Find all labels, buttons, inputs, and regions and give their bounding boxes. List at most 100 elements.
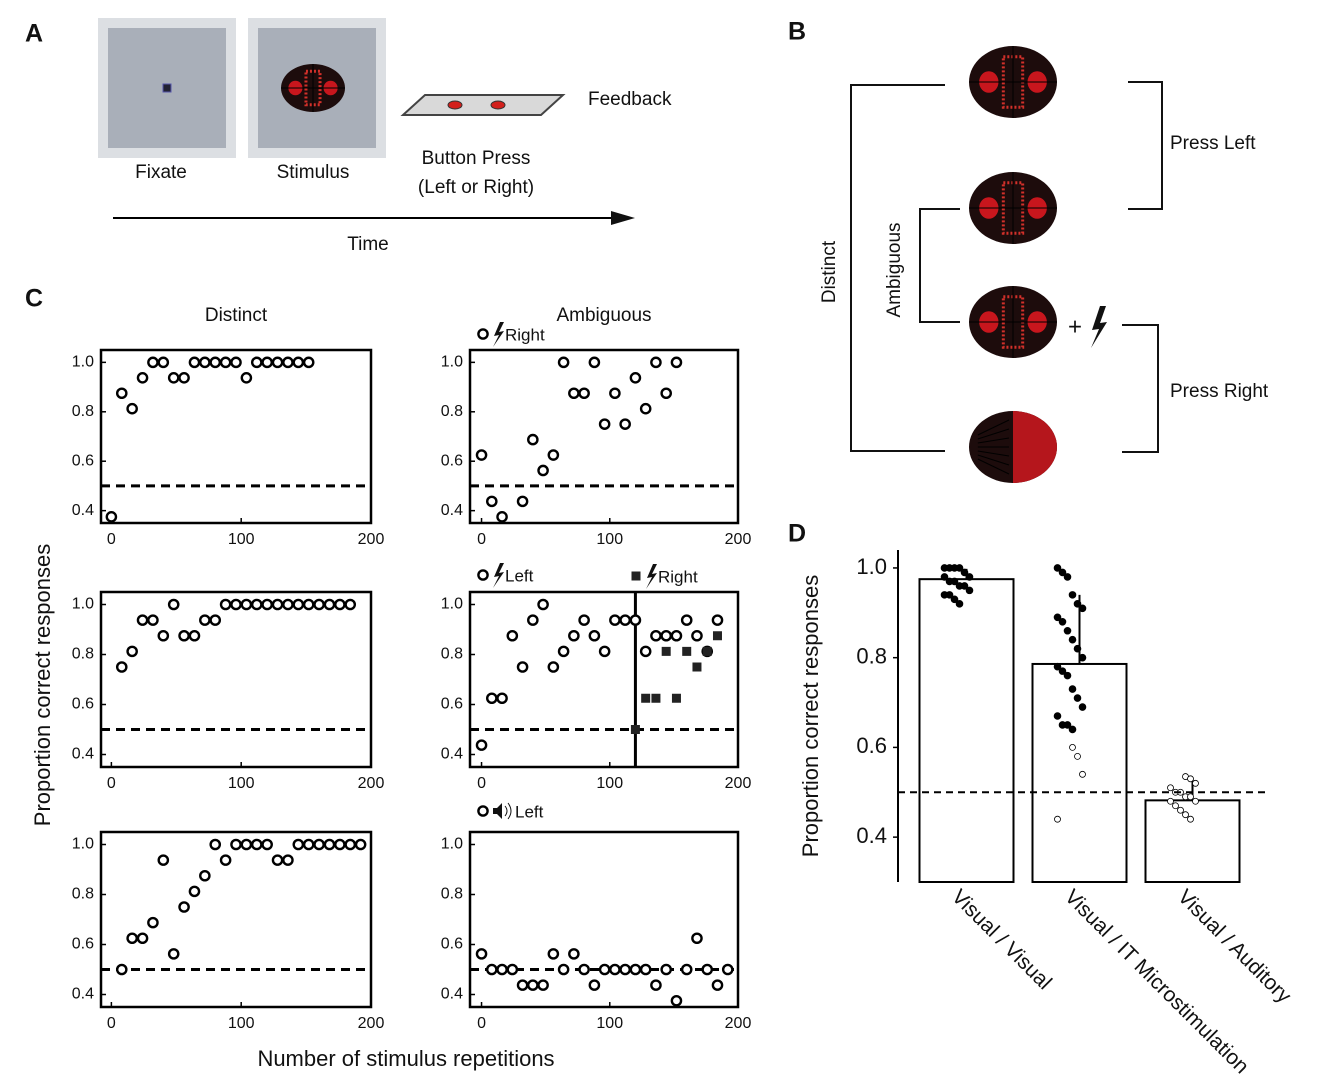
data-point [629, 372, 642, 384]
subject-point [1053, 564, 1062, 572]
x-tick-label: Visual / Visual [947, 885, 1056, 994]
time-label: Time [347, 234, 389, 255]
y-tick-label: 0.4 [72, 502, 94, 519]
panel-label: C [25, 285, 43, 313]
subject-point [1053, 662, 1062, 671]
data-point [516, 661, 529, 673]
data-point [199, 869, 211, 882]
data-point [219, 598, 232, 611]
data-point [292, 838, 305, 851]
data-point [661, 646, 671, 656]
data-point [547, 948, 560, 960]
subject-point [1078, 703, 1087, 711]
data-point [629, 614, 642, 626]
response-label: Press Right [1170, 381, 1269, 402]
egg-pattern [977, 458, 1010, 475]
subject-point [1073, 600, 1082, 608]
data-point [670, 629, 683, 642]
y-tick-label: 1.0 [72, 354, 94, 371]
data-point [496, 511, 508, 523]
x-axis-label: Number of stimulus repetitions [257, 1046, 554, 1071]
subject-point [1058, 617, 1067, 626]
data-point [670, 994, 683, 1007]
y-tick-label: 0.4 [856, 823, 887, 848]
data-point [568, 948, 580, 960]
fixation-point [162, 83, 172, 93]
data-point [219, 356, 232, 369]
data-point [302, 838, 315, 851]
data-point [475, 449, 488, 461]
data-point [230, 356, 242, 369]
data-point [344, 598, 357, 611]
legend-label: Left [505, 566, 534, 585]
y-tick-label: 1.0 [856, 554, 887, 579]
data-point [496, 963, 508, 976]
x-tick-label: 200 [358, 775, 385, 792]
data-point [261, 356, 273, 369]
data-point [619, 418, 631, 430]
data-point [126, 645, 138, 658]
y-axis-label: Proportion correct responses [798, 575, 823, 857]
data-point [691, 932, 703, 945]
data-point [261, 838, 273, 851]
data-point [609, 963, 621, 976]
data-point [282, 598, 294, 611]
data-point [660, 629, 672, 642]
data-point [641, 693, 651, 703]
data-point [475, 948, 488, 960]
data-point [660, 387, 672, 400]
button [490, 100, 506, 110]
x-tick-label: 0 [107, 531, 116, 548]
plot-frame [99, 590, 373, 769]
y-tick-label: 0.8 [441, 403, 463, 420]
egg-pattern [1013, 411, 1057, 483]
data-point [240, 598, 253, 611]
legend-marker [477, 569, 489, 581]
data-point [115, 387, 128, 400]
data-point [271, 854, 284, 866]
data-point [547, 449, 560, 461]
data-point [178, 629, 190, 642]
y-tick-label: 0.4 [72, 746, 94, 763]
data-point [178, 901, 190, 913]
egg-pattern [977, 419, 1010, 436]
subject-point [960, 582, 969, 590]
data-point [157, 629, 170, 642]
subject-point [1058, 568, 1067, 577]
y-tick-label: 1.0 [72, 596, 94, 613]
y-axis-label: Proportion correct responses [30, 544, 55, 826]
data-point [537, 464, 549, 477]
x-tick-label: 200 [358, 531, 385, 548]
data-point [147, 614, 159, 626]
y-tick-label: 0.8 [72, 403, 94, 420]
subject-point [1172, 802, 1179, 810]
subject-point [960, 568, 969, 577]
data-point [682, 646, 692, 656]
panel-label: B [788, 18, 806, 46]
y-tick-label: 0.6 [72, 452, 94, 469]
y-tick-label: 0.8 [856, 643, 887, 668]
subject-point [1073, 694, 1082, 702]
arrow-head [611, 211, 635, 225]
bracket [1122, 324, 1159, 453]
data-point [680, 614, 693, 626]
data-point [578, 614, 590, 626]
data-point [188, 629, 201, 642]
data-point [578, 963, 590, 976]
x-tick-label: 200 [358, 1015, 385, 1032]
data-point [209, 356, 222, 369]
data-point [261, 598, 273, 611]
data-point [557, 356, 570, 369]
subject-point [1187, 775, 1194, 783]
subject-point [1182, 811, 1189, 819]
panel-label: D [788, 520, 806, 548]
y-tick-label: 0.6 [72, 936, 94, 953]
x-tick-label: Visual / Auditory [1173, 885, 1296, 1008]
data-point [712, 631, 722, 641]
bracket [850, 84, 945, 452]
data-point [126, 402, 138, 415]
step-label: Button Press [422, 148, 531, 169]
legend-marker [631, 571, 641, 581]
data-point [344, 838, 357, 851]
